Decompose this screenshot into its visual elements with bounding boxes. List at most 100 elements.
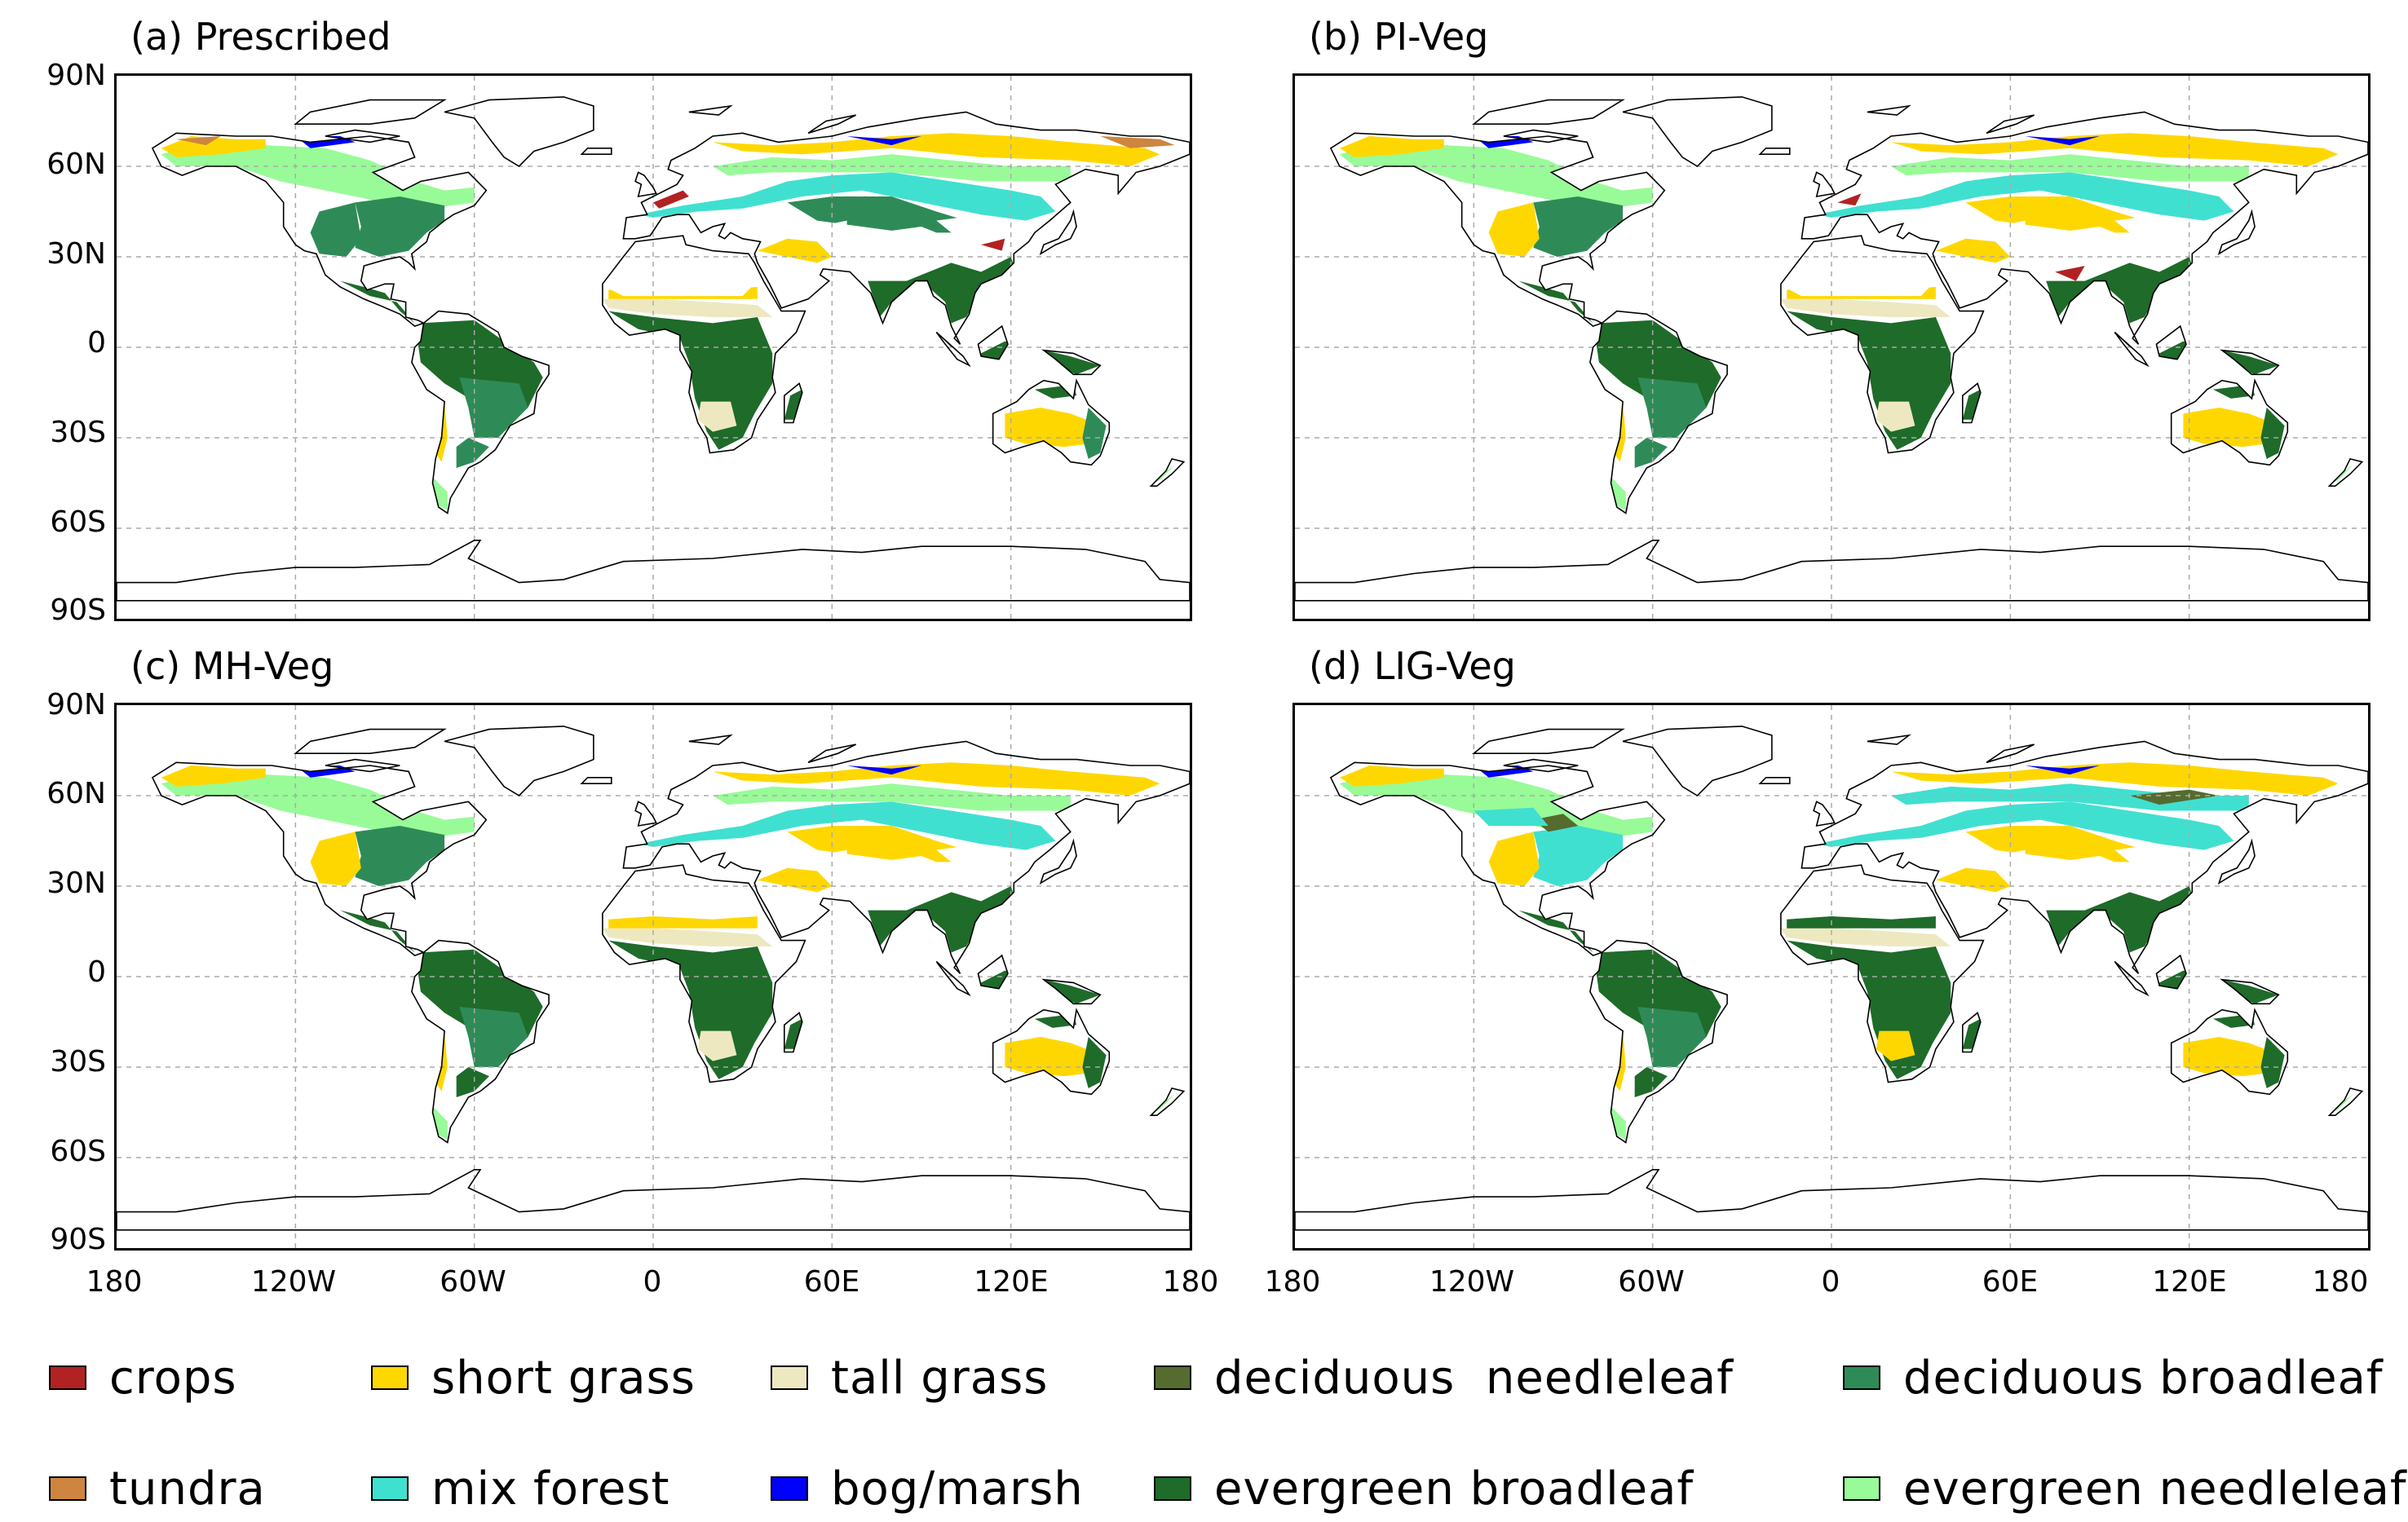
vegetation-region [2212,1012,2256,1028]
coastline [977,324,1009,360]
lat-tick-30s: 30S [50,416,106,449]
coastline [580,777,612,784]
coastline [688,104,733,116]
coastline [634,171,657,197]
lon-tick-180e: 180 [2312,1265,2369,1299]
vegetation-region [1634,438,1668,468]
graticule [1295,705,2368,1248]
coastline [807,743,856,764]
map-panel-a [114,73,1192,621]
legend-item-deciduous-needleleaf: deciduous needleleaf [1154,1351,1734,1405]
vegetation-region [355,196,445,257]
lon-tick-0: 0 [643,1265,662,1299]
vegetation-region [2183,1037,2273,1077]
vegetation-region [1533,814,1579,832]
coastline [602,235,806,454]
lat-tick-0: 0 [87,955,106,989]
legend-swatch [1154,1365,1191,1390]
vegetation-region [713,133,1160,166]
coastline [1622,726,1773,797]
legend-label: deciduous needleleaf [1214,1351,1734,1405]
vegetation-region [1837,193,1862,206]
lat-tick-60n: 60N [46,777,106,810]
world-map [1295,76,2368,619]
vegetation-region [1876,401,1915,432]
lat-tick-0: 0 [87,326,106,360]
coastline [2170,378,2289,466]
vegetation-region [602,298,773,317]
vegetation-region [1634,1067,1668,1097]
coastline [151,132,488,327]
lon-tick-120e: 120E [2152,1265,2227,1299]
legend-label: bog/marsh [831,1462,1084,1515]
coastline [1961,1012,1982,1053]
coastline [1472,99,1625,126]
panel-title: (c) MH-Veg [130,644,334,688]
coastline [580,148,612,155]
coastline [2220,978,2280,1005]
vegetation-region [1082,1037,1107,1088]
coastline [294,728,447,755]
legend-swatch [771,1476,808,1501]
desert-region [877,227,952,257]
coastline [1039,209,1077,256]
lon-tick-180w: 180 [1264,1265,1321,1299]
world-map [117,705,1190,1248]
vegetation-region [1339,142,1653,209]
vegetation-region [1474,807,1549,826]
vegetation-region [459,377,528,438]
lon-tick-120e: 120E [974,1265,1049,1299]
vegetation-region [2025,765,2100,775]
coastline [1800,111,2368,345]
vegetation-region [1533,196,1624,257]
coastline [411,939,550,1144]
lon-tick-0: 0 [1821,1265,1840,1299]
legend-item-deciduous-broadleaf: deciduous broadleaf [1843,1352,2384,1405]
coastline [1149,457,1186,487]
vegetation-region [846,765,921,775]
coastline [2327,1087,2364,1117]
vegetation-region [2212,383,2256,399]
coastlines [1295,726,2368,1231]
desert-region [817,849,847,866]
vegetation-region [429,474,448,510]
coastline [1813,801,1836,827]
coastline [1986,114,2035,135]
vegetation-region [161,771,475,838]
legend-label: tundra [109,1462,266,1515]
legend-swatch [371,1365,409,1390]
lat-tick-60n: 60N [46,148,106,181]
desert-region [2114,844,2175,862]
vegetation-region [1637,377,1707,438]
vegetation-region [2260,1037,2285,1088]
panel-title: (a) Prescribed [130,15,391,59]
vegetation-region [1082,408,1107,459]
coastline [1039,838,1077,885]
vegetation-region [429,1103,448,1140]
coastlines [117,726,1190,1231]
desert-region [936,214,996,233]
legend-label: evergreen needleleaf [1903,1462,2407,1515]
coastline [2155,324,2187,360]
coastlines [117,96,1190,602]
vegetation-region [1533,826,1624,886]
lat-tick-60s: 60S [50,505,106,539]
coastline [1780,235,1985,454]
coastline [1867,734,1911,745]
vegetation-region [1780,928,1951,946]
vegetation-region [1100,136,1175,148]
vegetation-region [1339,136,1444,157]
vegetation-region [1339,771,1653,838]
coastline [2217,209,2256,256]
vegetation-region [2046,257,2195,324]
vegetation-region [2046,886,2195,953]
vegetation-region [459,1007,528,1067]
vegetation-region [1637,1007,1707,1067]
coastline [1295,539,2368,602]
coastline [602,864,806,1083]
legend-item-short-grass: short grass [371,1352,696,1405]
world-map [1295,705,2368,1248]
vegetation-region [653,190,689,209]
vegetation-region [2129,789,2220,805]
vegetation-layer [1339,762,2353,1140]
